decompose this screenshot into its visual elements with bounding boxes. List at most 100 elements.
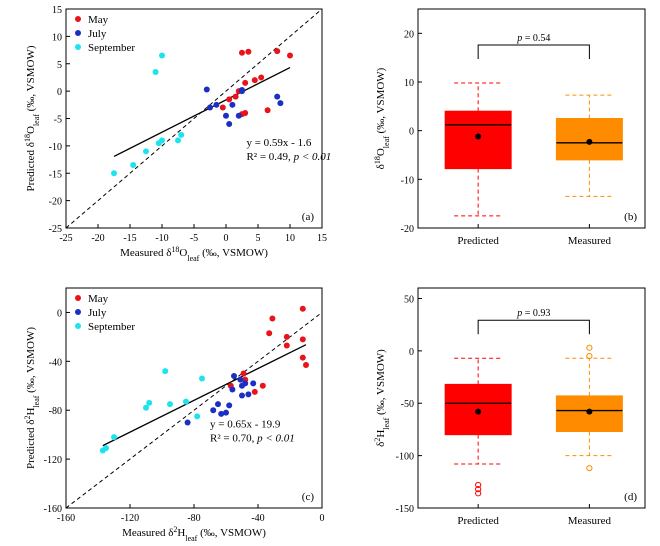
y-tick-label: -150	[396, 504, 414, 515]
point-may	[287, 52, 293, 59]
p-value: p < 0.01	[293, 151, 332, 163]
point-september	[162, 368, 169, 375]
fit-equation: y = 0.59x - 1.6	[246, 137, 311, 149]
significance-bracket	[477, 44, 590, 59]
panel-c: -160 -120 -80 -40 0 -160 -120 -80 -40 0 May July Sep…	[44, 287, 325, 524]
r-squared: R² = 0.70,	[210, 432, 257, 444]
point-may	[251, 388, 258, 395]
x-tick-label: -20	[91, 233, 104, 244]
category-label-predicted: Predicted	[457, 235, 499, 247]
point-may	[299, 305, 306, 312]
point-july	[223, 112, 229, 119]
p-value-label: p = 0.54	[516, 33, 550, 44]
one-to-one-line	[65, 8, 323, 229]
x-tick-label: 15	[317, 233, 327, 244]
point-september	[194, 413, 201, 420]
y-tick-label: -25	[49, 224, 62, 235]
point-may	[269, 315, 276, 322]
point-september	[155, 140, 162, 147]
regression-line	[113, 67, 291, 157]
x-tick-label: -80	[187, 513, 200, 524]
point-may	[274, 48, 281, 55]
point-may	[303, 362, 309, 368]
point-july	[239, 392, 245, 399]
point-july	[245, 391, 252, 398]
point-july	[229, 101, 236, 108]
mean-marker	[475, 408, 482, 415]
regression-line	[102, 344, 307, 447]
legend-marker-september	[75, 44, 81, 50]
y-tick-label: -20	[49, 197, 62, 208]
outlier-point	[586, 465, 593, 472]
point-september	[143, 148, 149, 155]
fit-stats: R² = 0.49, p < 0.01	[246, 151, 331, 163]
point-september	[146, 399, 153, 406]
point-july	[237, 376, 244, 383]
panel-d: -150 -100 -50 0 50 Predicted Measured p = 0.93 (…	[396, 287, 646, 527]
y-tick-label: 20	[404, 29, 414, 40]
outlier-point	[475, 490, 482, 497]
point-july	[239, 87, 245, 94]
point-july	[218, 410, 225, 417]
point-september	[159, 52, 165, 59]
point-july	[226, 402, 233, 409]
category-label-measured: Measured	[568, 515, 612, 527]
y-tick-label: -120	[44, 455, 62, 466]
y-tick-label: 5	[57, 60, 62, 71]
point-september	[130, 162, 137, 169]
point-may	[245, 48, 252, 55]
point-september	[152, 68, 159, 75]
point-july	[239, 382, 245, 389]
point-july	[235, 112, 242, 119]
outlier-point	[475, 486, 482, 493]
legend-label-september: September	[88, 42, 135, 54]
legend-marker-may	[75, 295, 81, 301]
y-tick-label: -5	[54, 115, 62, 126]
box-predicted	[444, 110, 512, 170]
category-label-measured: Measured	[568, 235, 612, 247]
point-may	[266, 330, 273, 337]
panel-label: (c)	[302, 491, 315, 503]
x-tick-label: -25	[59, 233, 72, 244]
y-tick-label: -10	[49, 142, 62, 153]
y-tick-label: -15	[49, 169, 62, 180]
y-tick-label: 10	[404, 78, 414, 89]
legend-label-september: September	[88, 321, 135, 333]
point-july	[203, 86, 210, 93]
x-tick-label: -10	[155, 233, 168, 244]
p-value-label: p = 0.93	[516, 308, 550, 319]
point-may	[251, 77, 258, 84]
x-tick-label: -5	[190, 233, 198, 244]
point-may	[299, 336, 306, 343]
point-september	[111, 434, 117, 441]
y-tick-label: -80	[49, 406, 62, 417]
point-july	[226, 120, 233, 127]
y-tick-label: -100	[396, 452, 414, 463]
point-july	[229, 386, 236, 393]
point-may	[242, 79, 249, 86]
x-tick-label: -120	[121, 513, 139, 524]
y-tick-label: 0	[57, 87, 62, 98]
y-tick-label: 0	[409, 347, 414, 358]
y-tick-label: -40	[49, 357, 62, 368]
point-july	[250, 380, 257, 387]
y-tick-label: -50	[401, 399, 414, 410]
point-september	[178, 131, 185, 138]
point-may	[283, 342, 290, 349]
point-may	[239, 49, 245, 56]
point-july	[223, 409, 229, 416]
legend-label-july: July	[88, 28, 107, 40]
plot-frame	[417, 8, 646, 229]
point-may	[232, 93, 239, 100]
point-september	[143, 404, 149, 411]
point-july	[277, 100, 284, 107]
panel-label: (a)	[302, 211, 315, 223]
y-axis-label: Predicted δ2Hleaf (‰, VSMOW)	[23, 327, 41, 469]
outlier-point	[586, 352, 593, 360]
point-may	[283, 333, 290, 340]
legend-marker-may	[75, 16, 81, 22]
point-may	[240, 370, 247, 377]
point-may	[264, 107, 271, 114]
legend-label-may: May	[88, 293, 109, 305]
outlier-point	[475, 481, 482, 489]
